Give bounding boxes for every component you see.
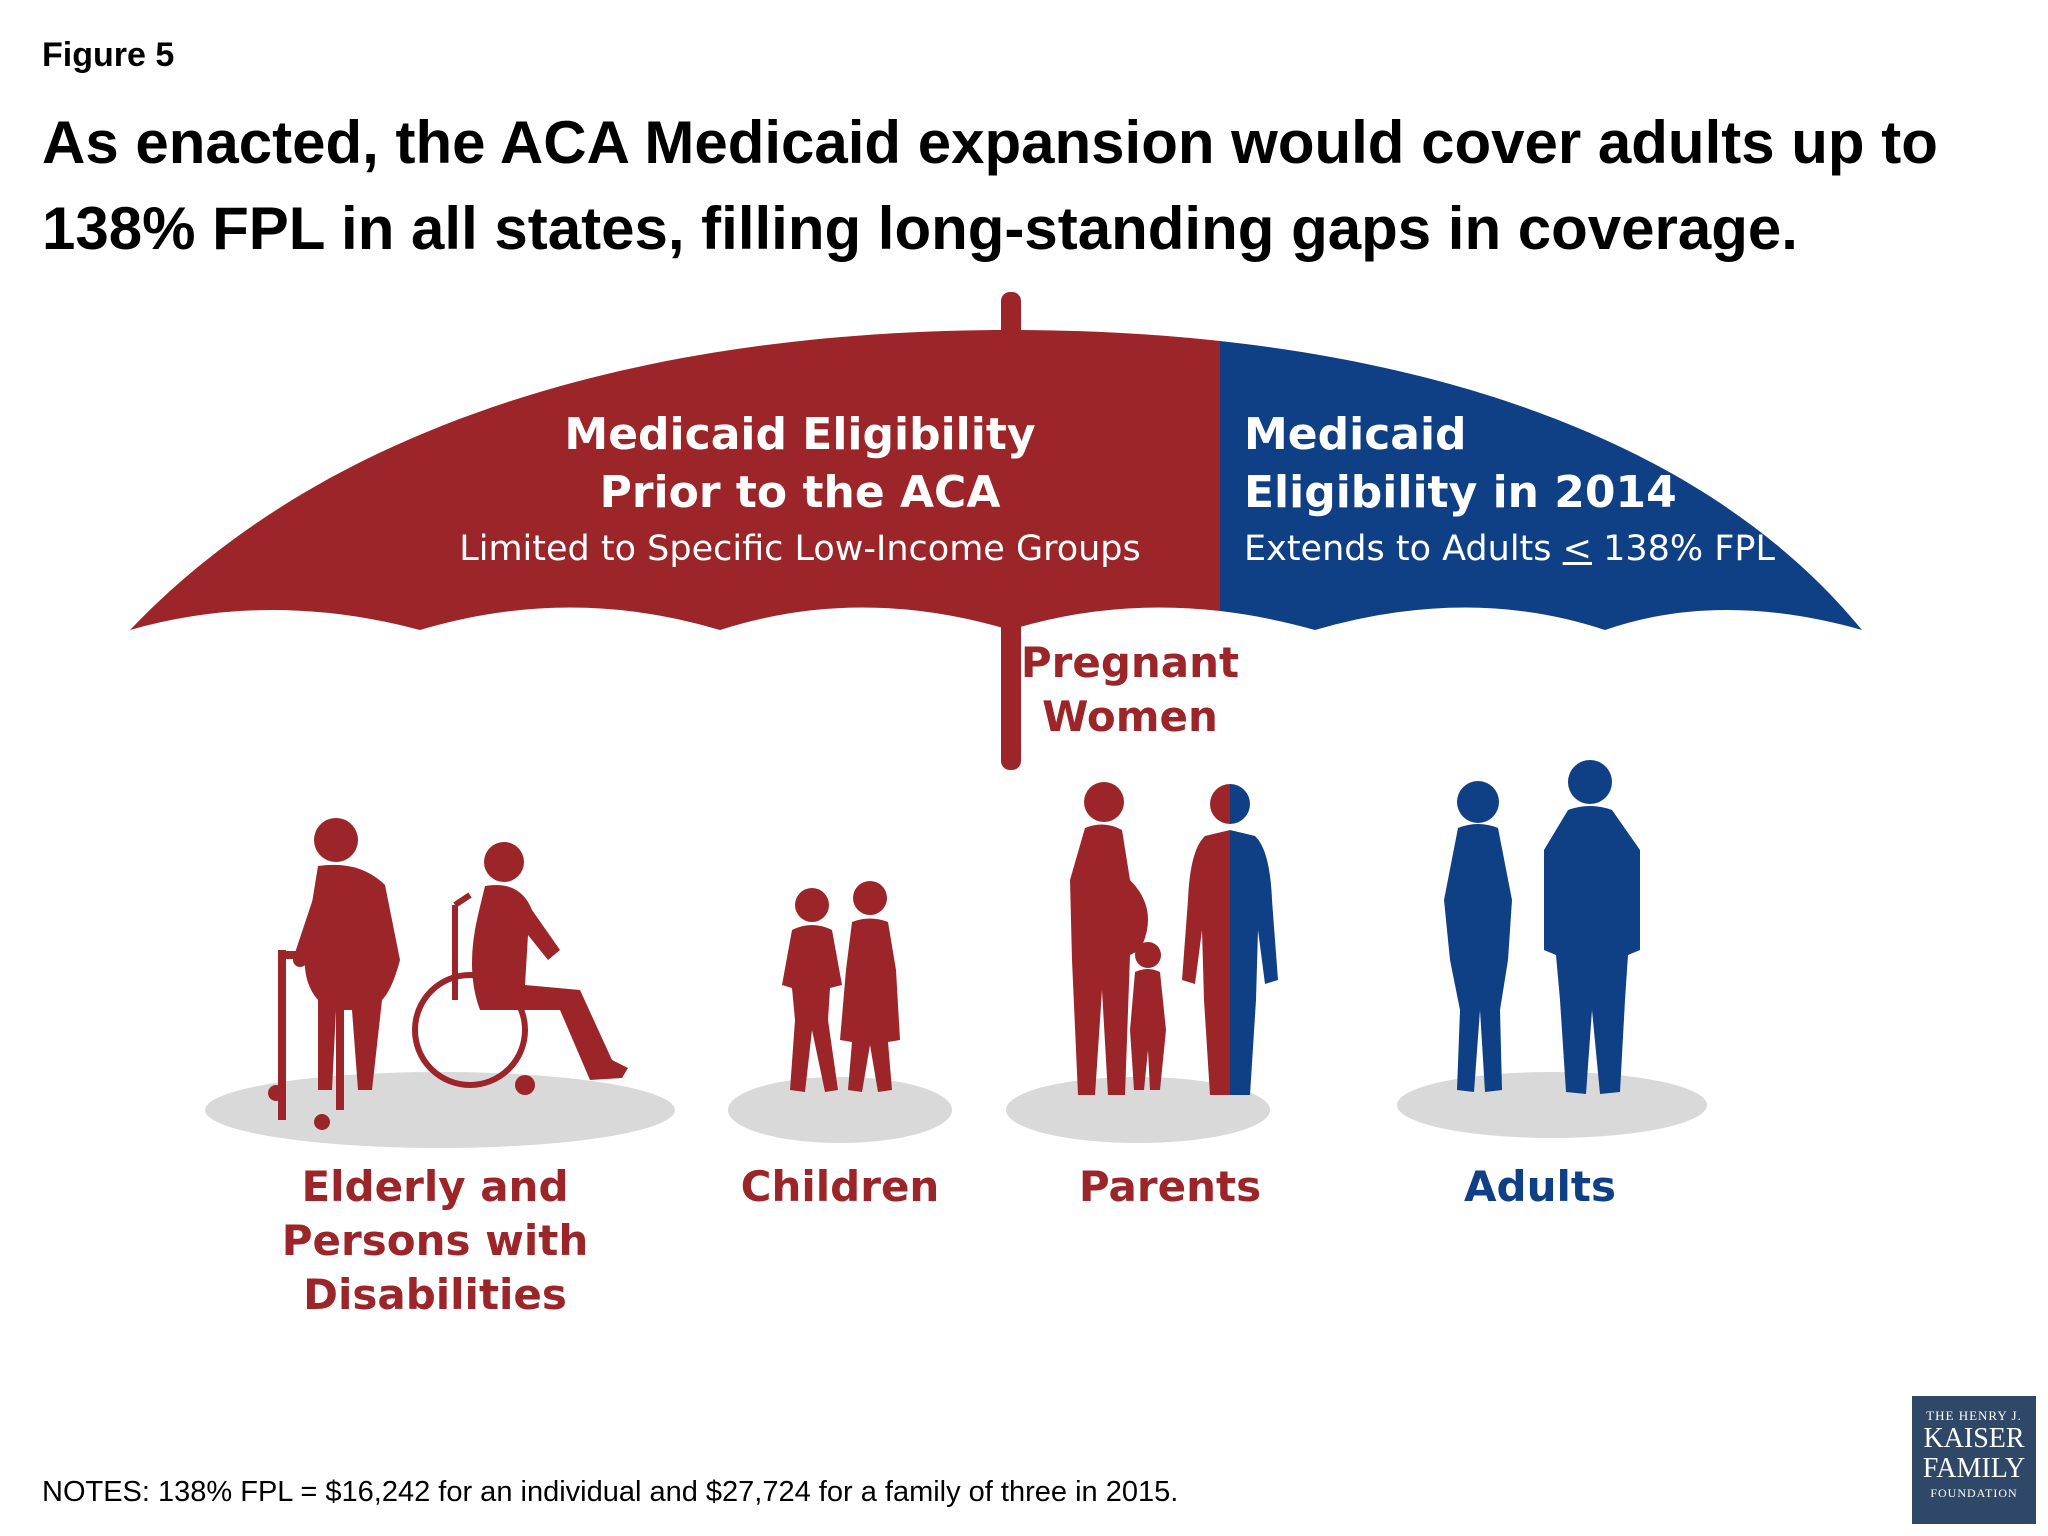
page-title: As enacted, the ACA Medicaid expansion w… [42,109,1938,262]
eligibility-2014-heading-line2: Eligibility in 2014 [1244,467,1677,518]
elderly-line1: Elderly and [301,1162,569,1211]
prior-aca-heading-line1: Medicaid Eligibility [564,409,1036,460]
eligibility-2014-heading-line1: Medicaid [1244,409,1467,460]
ground-shadow-children [728,1077,952,1143]
children-icon [782,881,900,1092]
elderly-line3: Disabilities [303,1270,567,1319]
eligibility-2014-subtext-suffix: 138% FPL [1591,529,1776,569]
family-icon [1070,782,1278,1095]
pregnant-line1: Pregnant [1020,638,1240,687]
kff-logo: THE HENRY J. KAISER FAMILY FOUNDATION [1912,1396,2036,1524]
umbrella-label-2014: Medicaid Eligibility in 2014 Extends to … [1244,406,1804,572]
adults-icon [1444,760,1640,1094]
figure-label: Figure 5 [42,36,175,74]
elderly-with-walker-icon [268,818,400,1130]
adults-label: Adults [1464,1162,1616,1211]
elderly-disabilities-label: Elderly and Persons with Disabilities [260,1160,610,1322]
logo-line2: KAISER [1923,1423,2025,1454]
logo-line4: FOUNDATION [1930,1486,2018,1500]
prior-aca-subtext: Limited to Specific Low-Income Groups [459,529,1141,569]
umbrella-shaft [1001,600,1021,770]
wheelchair-user-icon [412,842,628,1095]
pregnant-women-label: Pregnant Women [1020,636,1240,744]
parents-label: Parents [1078,1162,1262,1211]
eligibility-2014-subtext-prefix: Extends to Adults [1244,529,1563,569]
umbrella-tip [1001,292,1021,340]
umbrella-canopy-left [130,330,1220,630]
less-equal-symbol: < [1562,529,1592,569]
logo-line3: FAMILY [1922,1453,2026,1484]
notes-text: NOTES: 138% FPL = $16,242 for an individ… [42,1476,1179,1508]
children-label: Children [740,1162,940,1211]
prior-aca-heading-line2: Prior to the ACA [599,467,1001,518]
ground-shadow-parents [1006,1077,1270,1143]
umbrella-canopy-right [1220,341,1862,630]
eligibility-2014-subtext: Extends to Adults < 138% FPL [1244,526,1804,572]
ground-shadow-adults [1397,1072,1707,1138]
elderly-line2: Persons with [281,1216,589,1265]
logo-line1: THE HENRY J. [1926,1408,2022,1423]
ground-shadow-elderly [205,1072,675,1148]
pregnant-line2: Women [1042,692,1218,741]
umbrella-label-prior-aca: Medicaid Eligibility Prior to the ACA Li… [440,406,1160,572]
